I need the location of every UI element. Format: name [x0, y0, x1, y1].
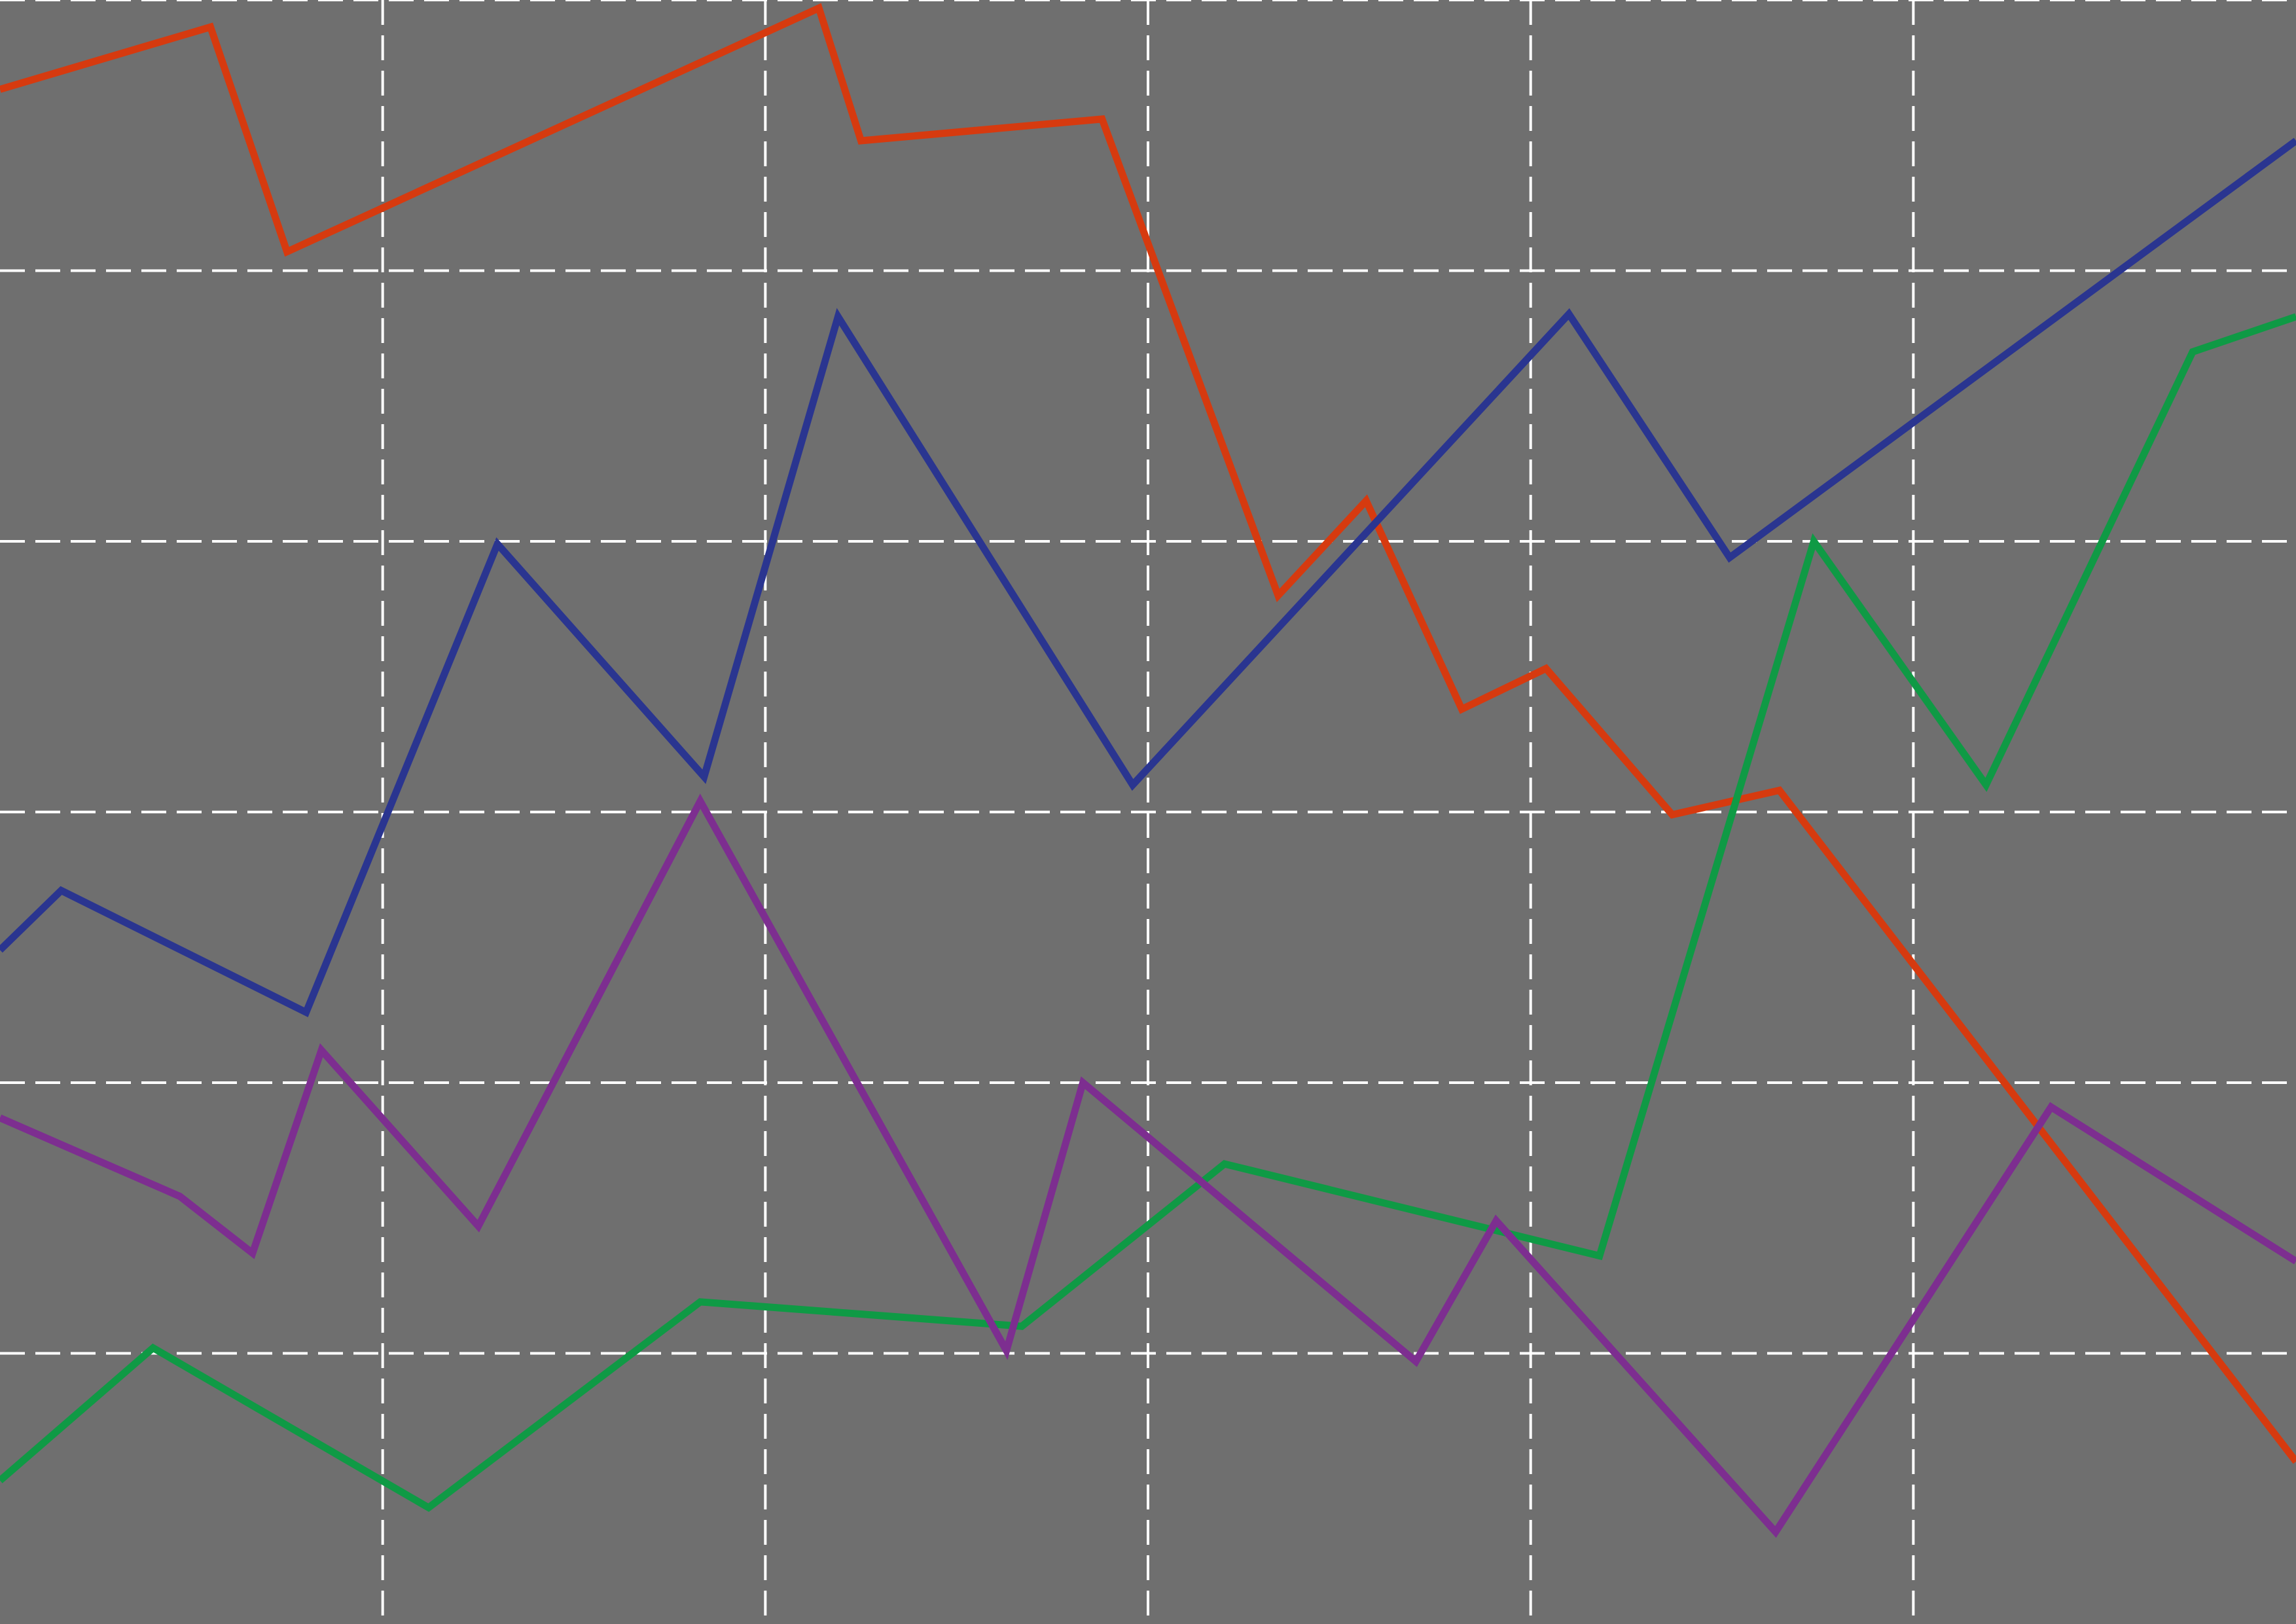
series-line-1: [0, 3, 2296, 1464]
series-line-2: [0, 137, 2296, 1018]
series-lines: [0, 3, 2296, 1538]
series-line-4: [0, 793, 2296, 1538]
series-line-3: [0, 313, 2296, 1512]
